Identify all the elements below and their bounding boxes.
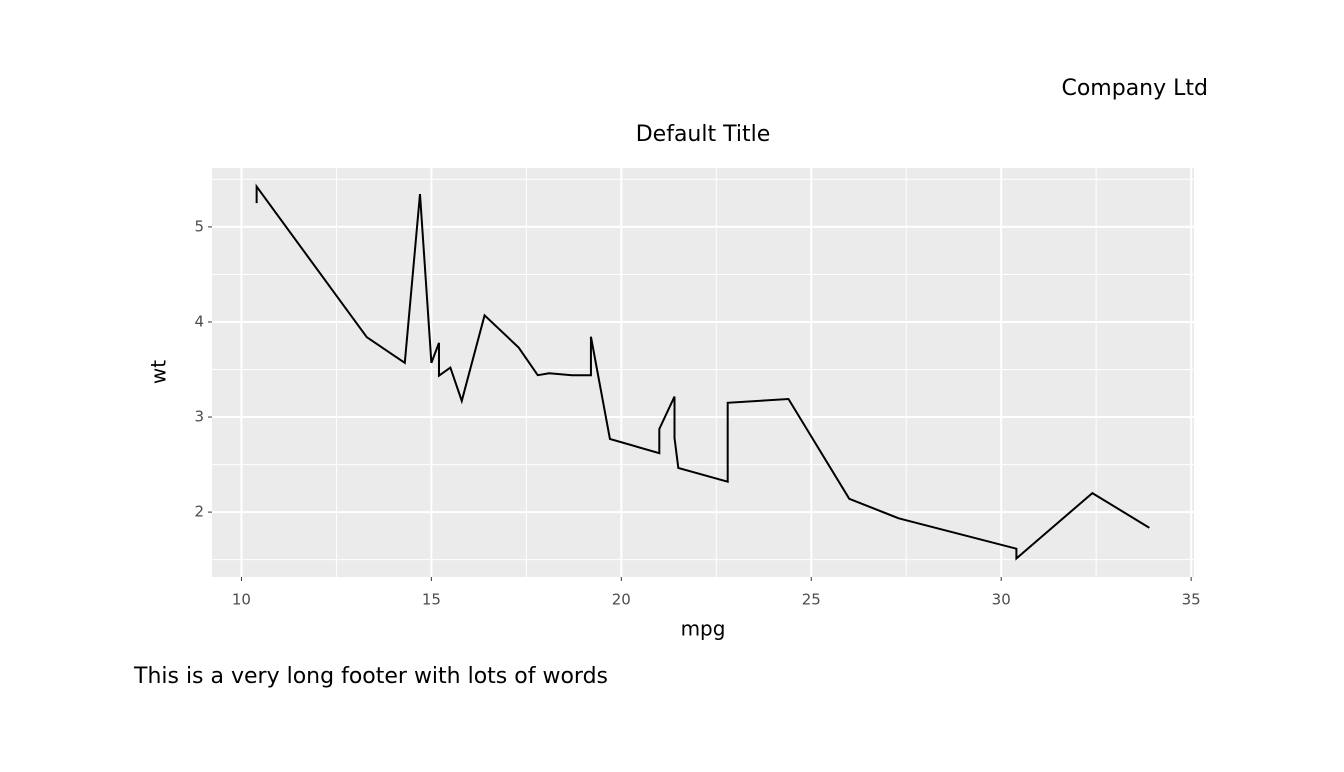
x-tick-label: 30 [992,591,1011,609]
x-tick-label: 25 [802,591,821,609]
x-axis-title: mpg [681,617,726,641]
y-tick-label: 5 [194,217,204,235]
x-tick-label: 10 [232,591,251,609]
footer: This is a very long footer with lots of … [133,664,608,689]
y-tick-label: 2 [194,503,204,521]
data-line [255,183,1150,561]
x-tick-label: 35 [1182,591,1201,609]
y-axis-title: wt [147,360,171,384]
y-tick-label: 4 [194,312,204,330]
company: Company Ltd [1061,76,1208,101]
x-tick-label: 20 [612,591,631,609]
chart-title: Default Title [636,122,771,147]
panel [212,168,1194,577]
x-tick-label: 15 [422,591,441,609]
y-tick-label: 3 [194,408,204,426]
